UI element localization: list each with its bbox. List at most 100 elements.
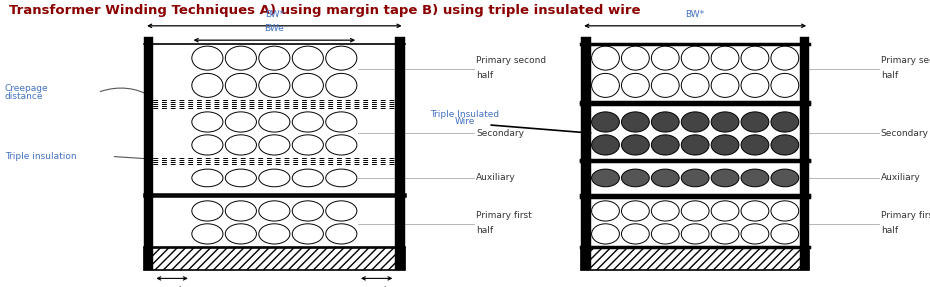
Ellipse shape — [621, 46, 649, 70]
Ellipse shape — [225, 112, 257, 132]
Ellipse shape — [292, 135, 324, 155]
Ellipse shape — [771, 169, 799, 187]
Text: BWe: BWe — [264, 24, 285, 33]
Text: BW*: BW* — [265, 10, 284, 19]
Ellipse shape — [651, 169, 679, 187]
Ellipse shape — [192, 169, 223, 187]
Text: distance: distance — [5, 92, 43, 101]
Ellipse shape — [682, 201, 709, 221]
Text: Auxiliary: Auxiliary — [476, 173, 516, 183]
Bar — [144, 248, 405, 270]
Ellipse shape — [259, 135, 290, 155]
Ellipse shape — [711, 46, 739, 70]
Text: Auxiliary: Auxiliary — [881, 173, 921, 183]
Ellipse shape — [192, 201, 223, 221]
Ellipse shape — [192, 135, 223, 155]
Ellipse shape — [682, 135, 709, 155]
Ellipse shape — [741, 201, 769, 221]
Ellipse shape — [326, 112, 357, 132]
Text: Wire: Wire — [455, 117, 475, 127]
Ellipse shape — [192, 46, 223, 70]
Text: margin: margin — [157, 286, 187, 287]
Ellipse shape — [192, 73, 223, 97]
Text: half: half — [881, 226, 897, 235]
Text: Primary first: Primary first — [881, 211, 930, 220]
Ellipse shape — [741, 73, 769, 97]
Ellipse shape — [651, 135, 679, 155]
Ellipse shape — [621, 112, 649, 132]
Ellipse shape — [711, 112, 739, 132]
Ellipse shape — [682, 169, 709, 187]
Text: Primary second: Primary second — [476, 56, 546, 65]
Ellipse shape — [225, 224, 257, 244]
Bar — [144, 37, 153, 270]
Ellipse shape — [682, 224, 709, 244]
Ellipse shape — [741, 46, 769, 70]
Bar — [800, 37, 809, 270]
Ellipse shape — [192, 224, 223, 244]
Text: half: half — [476, 71, 493, 80]
Ellipse shape — [682, 73, 709, 97]
Ellipse shape — [259, 224, 290, 244]
Ellipse shape — [621, 201, 649, 221]
Ellipse shape — [651, 201, 679, 221]
Ellipse shape — [621, 73, 649, 97]
Text: Creepage: Creepage — [5, 84, 48, 94]
Bar — [581, 37, 591, 270]
Ellipse shape — [591, 46, 619, 70]
Ellipse shape — [621, 169, 649, 187]
Text: Secondary: Secondary — [881, 129, 929, 138]
Ellipse shape — [711, 224, 739, 244]
Ellipse shape — [651, 112, 679, 132]
Ellipse shape — [651, 46, 679, 70]
Text: Transformer Winding Techniques A) using margin tape B) using triple insulated wi: Transformer Winding Techniques A) using … — [9, 4, 641, 17]
Ellipse shape — [651, 224, 679, 244]
Text: margin: margin — [362, 286, 392, 287]
Ellipse shape — [651, 73, 679, 97]
Ellipse shape — [741, 112, 769, 132]
Ellipse shape — [771, 135, 799, 155]
Ellipse shape — [326, 73, 357, 97]
Ellipse shape — [326, 46, 357, 70]
Text: half: half — [881, 71, 897, 80]
Ellipse shape — [225, 169, 257, 187]
Ellipse shape — [711, 73, 739, 97]
Ellipse shape — [621, 224, 649, 244]
Ellipse shape — [292, 169, 324, 187]
Ellipse shape — [225, 135, 257, 155]
Text: Primary first: Primary first — [476, 211, 532, 220]
Ellipse shape — [711, 135, 739, 155]
Bar — [581, 248, 809, 270]
Text: Primary second: Primary second — [881, 56, 930, 65]
Ellipse shape — [711, 201, 739, 221]
Ellipse shape — [711, 169, 739, 187]
Ellipse shape — [591, 135, 619, 155]
Ellipse shape — [259, 112, 290, 132]
Ellipse shape — [292, 73, 324, 97]
Ellipse shape — [682, 46, 709, 70]
Ellipse shape — [591, 201, 619, 221]
Ellipse shape — [292, 46, 324, 70]
Ellipse shape — [771, 201, 799, 221]
Ellipse shape — [259, 201, 290, 221]
Ellipse shape — [771, 46, 799, 70]
Ellipse shape — [292, 224, 324, 244]
Ellipse shape — [259, 46, 290, 70]
Text: Secondary: Secondary — [476, 129, 525, 138]
Ellipse shape — [259, 169, 290, 187]
Ellipse shape — [741, 224, 769, 244]
Ellipse shape — [741, 169, 769, 187]
Ellipse shape — [292, 112, 324, 132]
Ellipse shape — [591, 224, 619, 244]
Ellipse shape — [682, 112, 709, 132]
Ellipse shape — [771, 224, 799, 244]
Ellipse shape — [326, 169, 357, 187]
Text: Triple insulation: Triple insulation — [5, 152, 76, 161]
Ellipse shape — [225, 73, 257, 97]
Ellipse shape — [292, 201, 324, 221]
Ellipse shape — [259, 73, 290, 97]
Ellipse shape — [621, 135, 649, 155]
Ellipse shape — [771, 73, 799, 97]
Ellipse shape — [326, 224, 357, 244]
Bar — [395, 37, 405, 270]
